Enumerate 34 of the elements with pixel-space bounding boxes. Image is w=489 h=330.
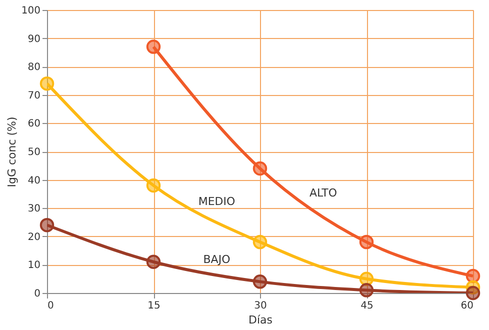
point <box>146 178 161 193</box>
y-tick-label: 0 <box>34 288 40 300</box>
point <box>466 286 480 300</box>
point <box>466 268 480 284</box>
series-label: BAJO <box>203 252 231 266</box>
point <box>252 234 268 250</box>
y-tick-label: 40 <box>28 175 40 186</box>
x-tick-label: 45 <box>360 300 374 312</box>
x-tick-label: 0 <box>48 300 54 312</box>
point <box>252 274 268 289</box>
y-axis-title: IgG conc (%) <box>5 116 18 188</box>
x-tick-label: 15 <box>148 300 160 312</box>
x-axis-title: Días <box>248 314 273 326</box>
x-tick-label: 60 <box>460 300 474 312</box>
point <box>359 234 374 250</box>
point <box>40 76 54 91</box>
point <box>359 283 374 298</box>
y-tick-label: 20 <box>28 232 40 243</box>
x-tick-label: 30 <box>254 300 267 312</box>
y-tick-label: 30 <box>28 204 40 215</box>
point <box>40 218 54 232</box>
y-tick-label: 100 <box>21 6 40 16</box>
y-tick-label: 90 <box>28 34 40 45</box>
y-tick-label: 70 <box>28 90 40 102</box>
series-label: MEDIO <box>198 194 236 208</box>
point <box>146 40 161 54</box>
y-tick-label: 80 <box>28 62 40 74</box>
point <box>146 254 161 269</box>
y-tick-label: 60 <box>28 118 40 130</box>
y-tick-label: 50 <box>28 147 40 158</box>
y-tick-label: 10 <box>28 260 40 272</box>
point <box>252 161 268 176</box>
point <box>359 272 374 286</box>
series-label: ALTO <box>309 186 338 200</box>
